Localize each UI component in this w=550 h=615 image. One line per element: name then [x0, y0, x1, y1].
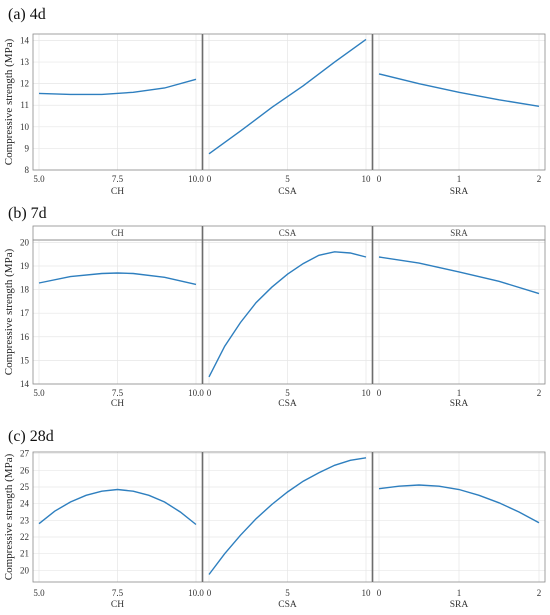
x-tick-label: 5.0 [33, 388, 45, 398]
x-tick-label: 10 [362, 588, 372, 598]
y-tick-label: 10 [20, 122, 30, 132]
y-tick-label: 20 [20, 565, 30, 575]
y-tick-label: 14 [20, 379, 30, 389]
y-tick-label: 22 [20, 532, 29, 542]
x-tick-label: 10.0 [188, 388, 204, 398]
x-tick-label: 10 [362, 388, 372, 398]
y-tick-label: 15 [20, 355, 30, 365]
x-axis-label: CH [111, 187, 124, 197]
x-axis-label: CH [111, 600, 124, 610]
y-tick-label: 19 [20, 261, 30, 271]
y-tick-label: 18 [20, 285, 30, 295]
x-tick-label: 7.5 [112, 174, 124, 184]
x-tick-label: 2 [537, 588, 542, 598]
y-tick-label: 8 [25, 165, 30, 175]
x-axis-label: CSA [278, 399, 297, 409]
y-tick-label: 14 [20, 35, 30, 45]
x-tick-label: 2 [537, 174, 542, 184]
x-axis-label: SRA [450, 187, 469, 197]
y-tick-label: 11 [20, 100, 29, 110]
series-line [378, 484, 540, 524]
x-tick-label: 10.0 [188, 174, 204, 184]
x-tick-label: 5.0 [33, 174, 45, 184]
x-tick-label: 5 [285, 588, 290, 598]
x-tick-label: 1 [457, 588, 462, 598]
y-tick-label: 17 [20, 308, 30, 318]
x-tick-label: 5.0 [33, 588, 45, 598]
series-line [208, 251, 367, 378]
series-line [208, 38, 367, 155]
x-axis-label: CSA [278, 600, 297, 610]
x-tick-label: 7.5 [112, 588, 124, 598]
strip-label: SRA [450, 228, 468, 238]
x-tick-label: 1 [457, 388, 462, 398]
y-tick-label: 26 [20, 465, 30, 475]
y-tick-label: 16 [20, 332, 30, 342]
y-tick-label: 20 [20, 237, 30, 247]
x-tick-label: 7.5 [112, 388, 124, 398]
y-axis-title: Compressive strength (MPa) [3, 248, 15, 375]
y-tick-label: 13 [20, 57, 30, 67]
x-tick-label: 5 [285, 388, 290, 398]
x-tick-label: 5 [285, 174, 290, 184]
series-line [38, 272, 197, 286]
x-axis-label: SRA [450, 399, 469, 409]
series-line [378, 73, 540, 107]
x-tick-label: 0 [377, 588, 382, 598]
y-axis-title: Compressive strength (MPa) [3, 453, 15, 580]
x-tick-label: 0 [207, 388, 212, 398]
x-axis-label: CH [111, 399, 124, 409]
y-tick-label: 9 [25, 143, 30, 153]
chart-title: (b) 7d [8, 205, 47, 222]
x-tick-label: 2 [537, 388, 542, 398]
y-tick-label: 27 [20, 449, 30, 459]
strip-label: CSA [279, 228, 297, 238]
chart-title: (c) 28d [8, 428, 54, 445]
series-line [208, 457, 367, 575]
x-tick-label: 1 [457, 174, 462, 184]
x-tick-label: 10 [362, 174, 372, 184]
y-tick-label: 25 [20, 482, 30, 492]
y-axis-title: Compressive strength (MPa) [3, 38, 15, 165]
y-tick-label: 12 [20, 79, 29, 89]
x-axis-label: SRA [450, 600, 469, 610]
x-tick-label: 10.0 [188, 588, 204, 598]
x-tick-label: 0 [207, 174, 212, 184]
y-tick-label: 21 [20, 549, 29, 559]
x-tick-label: 0 [377, 388, 382, 398]
series-line [38, 488, 197, 526]
x-axis-label: CSA [278, 187, 297, 197]
y-tick-label: 24 [20, 499, 30, 509]
chart-title: (a) 4d [8, 6, 46, 23]
y-tick-label: 23 [20, 515, 30, 525]
series-line [38, 78, 197, 96]
series-line [378, 256, 540, 295]
x-tick-label: 0 [207, 588, 212, 598]
strip-label: CH [111, 228, 124, 238]
x-tick-label: 0 [377, 174, 382, 184]
